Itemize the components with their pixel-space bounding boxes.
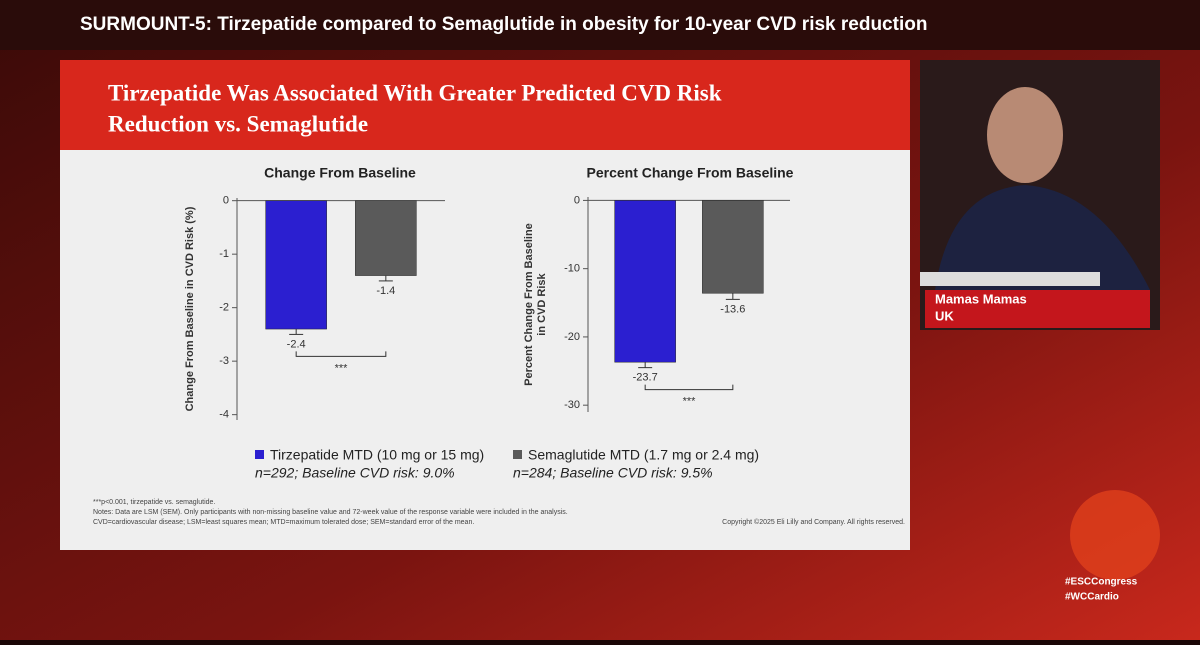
legend-swatch	[255, 450, 264, 459]
hashtag: #WCCardio	[1065, 592, 1119, 603]
y-tick-label: -4	[219, 409, 229, 421]
header: SURMOUNT-5: Tirzepatide compared to Sema…	[80, 14, 927, 35]
y-tick-label: -20	[564, 331, 580, 343]
y-tick-label: -2	[219, 302, 229, 314]
y-axis-label: in CVD Risk	[536, 272, 548, 335]
value-label: -1.4	[376, 285, 395, 297]
slide-title: Reduction vs. Semaglutide	[108, 111, 368, 136]
bar	[265, 200, 327, 330]
y-axis-label: Percent Change From Baseline	[523, 223, 535, 386]
chart-title: Percent Change From Baseline	[587, 165, 794, 181]
legend-note: n=292; Baseline CVD risk: 9.0%	[255, 465, 455, 481]
copyright: Copyright ©2025 Eli Lilly and Company. A…	[722, 518, 905, 526]
y-tick-label: 0	[223, 195, 229, 207]
hashtag: #ESCCongress	[1065, 577, 1138, 588]
significance: ***	[683, 396, 697, 408]
significance: ***	[335, 362, 349, 374]
legend-swatch	[513, 450, 522, 459]
header-bar	[0, 0, 1200, 50]
significance-bracket	[295, 351, 387, 357]
bar	[702, 200, 764, 294]
bar	[355, 200, 417, 276]
slide-title-band	[60, 60, 910, 150]
footnote: ***p<0.001, tirzepatide vs. semaglutide.	[93, 499, 215, 506]
value-label: -2.4	[287, 338, 306, 350]
name-plate	[925, 290, 1150, 328]
y-axis-label: Change From Baseline in CVD Risk (%)	[184, 206, 196, 411]
y-tick-label: -3	[219, 355, 229, 367]
value-label: -23.7	[633, 372, 658, 384]
legend-label: Semaglutide MTD (1.7 mg or 2.4 mg)	[528, 447, 759, 463]
footnote: CVD=cardiovascular disease; LSM=least sq…	[93, 519, 474, 526]
y-tick-label: -1	[219, 248, 229, 260]
value-label: -13.6	[720, 303, 745, 315]
slide-title: Tirzepatide Was Associated With Greater …	[108, 80, 722, 105]
bar	[614, 200, 676, 363]
speaker-head	[987, 87, 1063, 183]
y-tick-label: 0	[574, 194, 580, 206]
speaker-name: Mamas Mamas	[935, 291, 1027, 306]
significance-bracket	[644, 384, 734, 391]
y-tick-label: -30	[564, 399, 580, 411]
legend-note: n=284; Baseline CVD risk: 9.5%	[513, 465, 713, 481]
footnote: Notes: Data are LSM (SEM). Only particip…	[93, 509, 568, 516]
legend-label: Tirzepatide MTD (10 mg or 15 mg)	[270, 447, 484, 463]
y-tick-label: -10	[564, 263, 580, 275]
speaker-country: UK	[935, 308, 954, 323]
lectern	[920, 272, 1100, 286]
speaker-body	[935, 185, 1150, 290]
logo-globe	[1070, 490, 1160, 580]
chart-title: Change From Baseline	[264, 165, 416, 181]
